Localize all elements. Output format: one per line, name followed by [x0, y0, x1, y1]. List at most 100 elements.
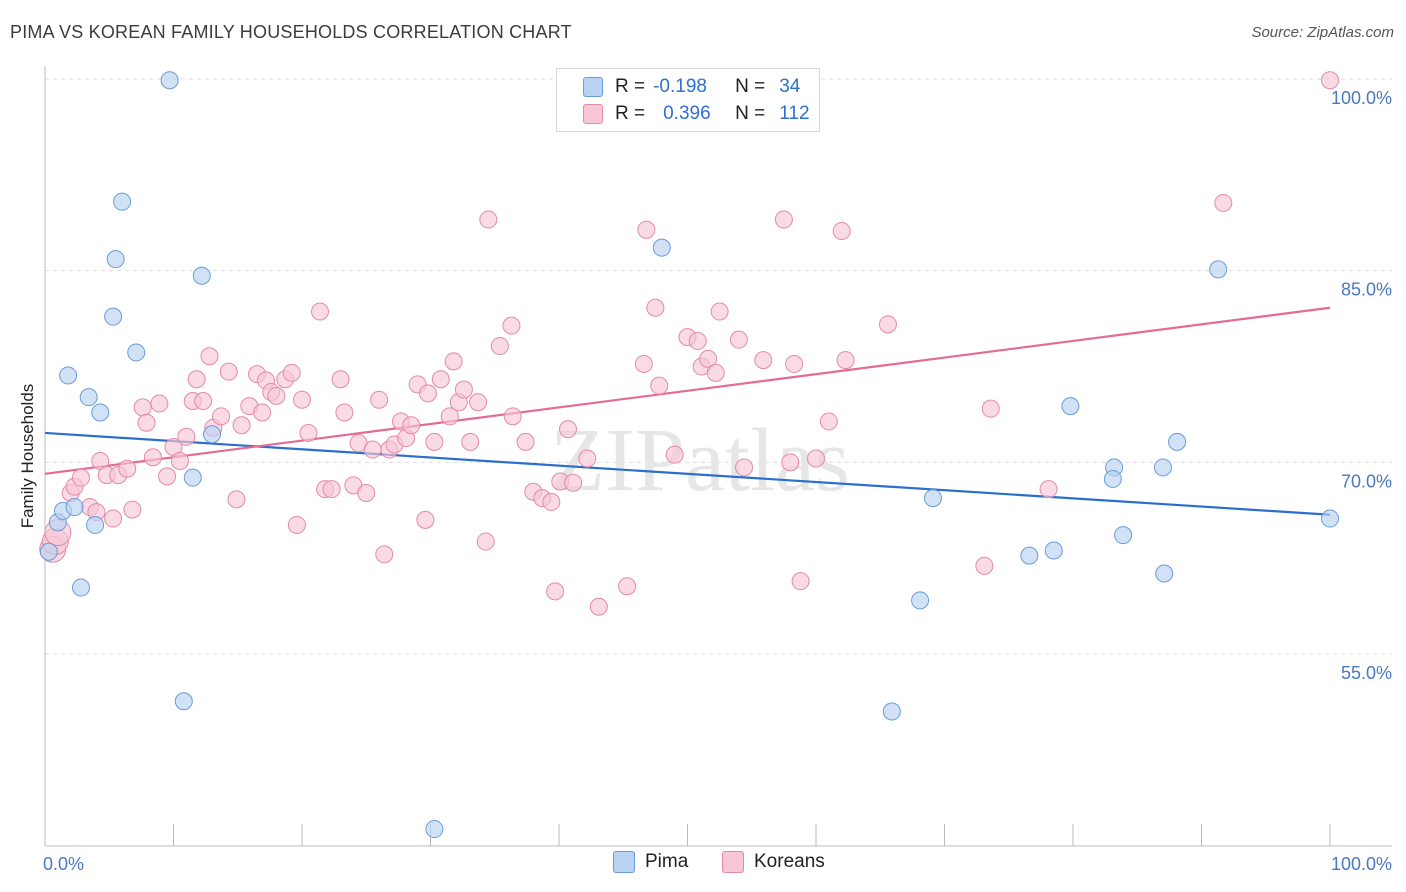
- korean-point: [589, 597, 608, 616]
- legend-row-pima: R = -0.198 N = 34: [583, 74, 800, 100]
- korean-point: [735, 458, 754, 477]
- pima-point: [652, 238, 671, 257]
- pima-point: [192, 266, 211, 285]
- korean-point: [137, 413, 156, 432]
- korean-point: [425, 432, 444, 451]
- korean-point: [227, 490, 246, 509]
- pima-point: [86, 515, 105, 534]
- pima-point: [1321, 509, 1339, 528]
- korean-point: [194, 392, 213, 410]
- pima-point: [425, 820, 444, 839]
- korean-point: [461, 432, 480, 451]
- pima-point: [104, 307, 123, 326]
- korean-point: [699, 349, 718, 368]
- korean-point: [370, 390, 389, 409]
- korean-point: [402, 416, 421, 435]
- korean-point: [118, 459, 137, 478]
- korean-point: [710, 302, 729, 321]
- koreans-trend-line: [44, 306, 1331, 475]
- pima-point: [911, 591, 930, 610]
- korean-point: [123, 500, 142, 519]
- korean-point: [287, 515, 306, 534]
- korean-point: [187, 370, 206, 389]
- pima-point: [106, 250, 125, 269]
- korean-point: [444, 352, 463, 371]
- korean-point: [729, 330, 748, 349]
- korean-point: [490, 337, 509, 356]
- pima-point: [1114, 526, 1133, 545]
- korean-point: [807, 449, 825, 468]
- legend-label-koreans: Koreans: [754, 851, 825, 872]
- korean-point: [578, 449, 597, 468]
- korean-point: [267, 386, 286, 405]
- y-tick-label: 100.0%: [1331, 88, 1392, 108]
- korean-point: [177, 427, 196, 446]
- korean-point: [546, 582, 565, 601]
- korean-point: [646, 298, 665, 317]
- y-tick-label: 85.0%: [1341, 280, 1392, 300]
- korean-point: [516, 432, 535, 451]
- x-tick-label: 100.0%: [1331, 854, 1392, 874]
- korean-point: [170, 452, 189, 471]
- y-axis-label: Family Households: [18, 384, 37, 529]
- y-tick-label: 70.0%: [1341, 471, 1392, 491]
- x-tick-label: 0.0%: [43, 854, 84, 874]
- n-label: N =: [735, 103, 766, 124]
- n-value: 34: [779, 76, 801, 97]
- korean-point: [634, 354, 653, 373]
- korean-point: [785, 354, 804, 373]
- korean-point: [981, 399, 1000, 418]
- korean-point: [618, 577, 637, 596]
- korean-point: [133, 398, 152, 417]
- korean-point: [232, 416, 251, 435]
- korean-point: [431, 370, 450, 389]
- korean-point: [375, 545, 394, 564]
- korean-point: [440, 407, 459, 426]
- n-label: N =: [735, 76, 766, 97]
- korean-point: [331, 370, 350, 389]
- legend-item-koreans[interactable]: Koreans: [722, 851, 825, 873]
- korean-point: [1321, 71, 1339, 90]
- korean-point: [650, 376, 669, 395]
- pima-point: [79, 388, 98, 407]
- korean-point: [502, 316, 521, 335]
- pima-point: [1209, 260, 1228, 279]
- korean-point: [454, 380, 473, 399]
- pima-point: [1044, 541, 1063, 560]
- korean-point: [200, 347, 219, 366]
- korean-point: [688, 331, 707, 350]
- pima-point: [1103, 469, 1122, 488]
- pima-swatch: [613, 851, 635, 873]
- korean-point: [219, 362, 238, 381]
- pima-point: [65, 498, 84, 517]
- korean-point: [774, 210, 793, 229]
- korean-point: [212, 407, 231, 426]
- pima-point: [39, 542, 58, 561]
- source-label: Source: ZipAtlas.com: [1251, 24, 1394, 41]
- chart-title: PIMA VS KOREAN FAMILY HOUSEHOLDS CORRELA…: [10, 22, 572, 42]
- korean-point: [832, 222, 851, 241]
- pima-point: [1061, 397, 1080, 416]
- pima-point: [174, 692, 193, 711]
- korean-point: [791, 572, 810, 591]
- pima-point: [91, 403, 110, 422]
- legend-item-pima[interactable]: Pima: [613, 851, 688, 873]
- korean-point: [158, 467, 177, 486]
- korean-point: [836, 351, 855, 370]
- korean-point: [1214, 193, 1233, 212]
- pima-point: [1153, 458, 1172, 477]
- pima-point: [203, 425, 222, 444]
- korean-point: [754, 351, 773, 370]
- korean-point: [253, 403, 272, 422]
- korean-point: [819, 412, 838, 431]
- pima-point: [882, 702, 901, 721]
- r-label: R =: [615, 76, 646, 97]
- tick-labels: 55.0% 70.0% 85.0% 100.0% 0.0% 100.0%: [43, 88, 1392, 874]
- stats-legend: R = -0.198 N = 34 R = 0.396 N = 112: [556, 68, 820, 132]
- koreans-swatch: [583, 104, 603, 124]
- korean-point: [418, 384, 437, 403]
- pima-point: [923, 489, 942, 508]
- pima-point: [127, 343, 146, 362]
- korean-point: [143, 448, 162, 467]
